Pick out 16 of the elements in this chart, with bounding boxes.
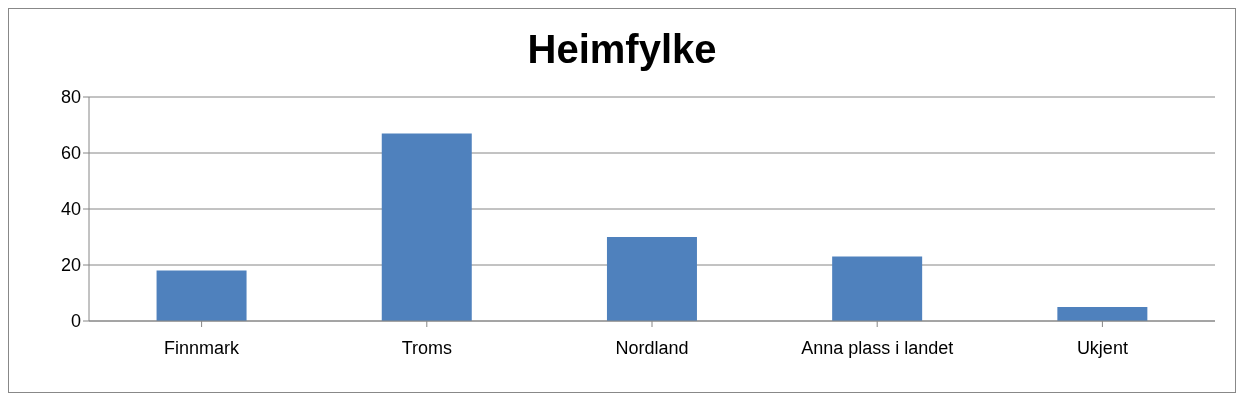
x-tick-label: Finnmark	[164, 337, 241, 358]
x-tick-label: Troms	[401, 337, 452, 358]
bar	[606, 237, 697, 321]
x-tick-label: Nordland	[615, 337, 689, 358]
bar	[1057, 307, 1148, 321]
y-tick-label: 20	[60, 255, 81, 276]
x-tick-label: Anna plass i landet	[801, 337, 954, 358]
y-tick-label: 0	[70, 311, 81, 332]
y-tick-label: 60	[60, 143, 81, 164]
y-tick-label: 40	[60, 199, 81, 220]
bar	[156, 270, 247, 321]
bar	[381, 133, 472, 321]
bar	[832, 256, 923, 321]
chart-title: Heimfylke	[526, 26, 718, 73]
y-tick-label: 80	[60, 87, 81, 108]
x-tick-label: Ukjent	[1076, 337, 1128, 358]
